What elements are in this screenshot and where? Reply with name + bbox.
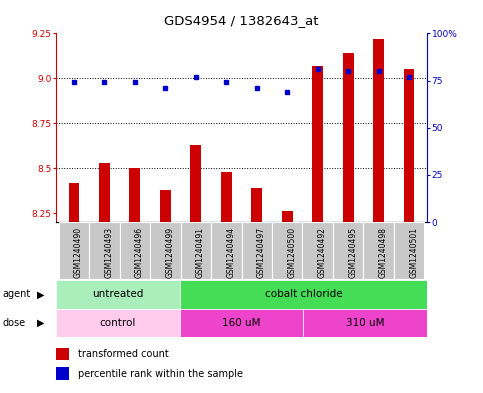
Text: control: control [99,318,136,328]
Text: GSM1240493: GSM1240493 [104,227,114,278]
Text: GSM1240499: GSM1240499 [165,227,174,278]
Bar [56,309,180,337]
Bar [363,222,394,279]
Text: percentile rank within the sample: percentile rank within the sample [78,369,243,378]
Bar [272,222,302,279]
Text: GDS4954 / 1382643_at: GDS4954 / 1382643_at [164,14,319,27]
Text: dose: dose [2,318,26,328]
Bar [242,222,272,279]
Bar [58,222,89,279]
Text: cobalt chloride: cobalt chloride [265,289,342,299]
Bar [221,172,231,222]
Bar [211,222,242,279]
Bar [56,348,69,360]
Bar [56,280,180,309]
Text: ▶: ▶ [37,289,44,299]
Bar [394,222,425,279]
Text: 160 uM: 160 uM [222,318,261,328]
Text: GSM1240492: GSM1240492 [318,227,327,277]
Bar [181,222,211,279]
Bar [99,163,110,222]
Text: GSM1240491: GSM1240491 [196,227,205,277]
Bar [150,222,181,279]
Bar [129,168,140,222]
Text: GSM1240496: GSM1240496 [135,227,144,278]
Bar [343,53,354,222]
Text: agent: agent [2,289,30,299]
Bar [56,367,69,380]
Text: 310 uM: 310 uM [346,318,385,328]
Text: GSM1240500: GSM1240500 [287,227,296,278]
Bar [160,190,170,222]
Bar [282,211,293,222]
Bar [190,145,201,222]
Bar [373,39,384,222]
Bar [180,280,427,309]
Bar [333,222,363,279]
Bar [69,182,79,222]
Text: GSM1240494: GSM1240494 [226,227,235,278]
Bar [89,222,120,279]
Text: GSM1240498: GSM1240498 [379,227,388,277]
Text: GSM1240497: GSM1240497 [257,227,266,278]
Text: ▶: ▶ [37,318,44,328]
Text: transformed count: transformed count [78,349,169,359]
Bar [313,66,323,222]
Bar [404,69,414,222]
Text: GSM1240490: GSM1240490 [74,227,83,278]
Bar [303,309,427,337]
Bar [120,222,150,279]
Text: untreated: untreated [92,289,143,299]
Bar [302,222,333,279]
Text: GSM1240495: GSM1240495 [348,227,357,278]
Bar [252,188,262,222]
Bar [180,309,303,337]
Text: GSM1240501: GSM1240501 [409,227,418,277]
